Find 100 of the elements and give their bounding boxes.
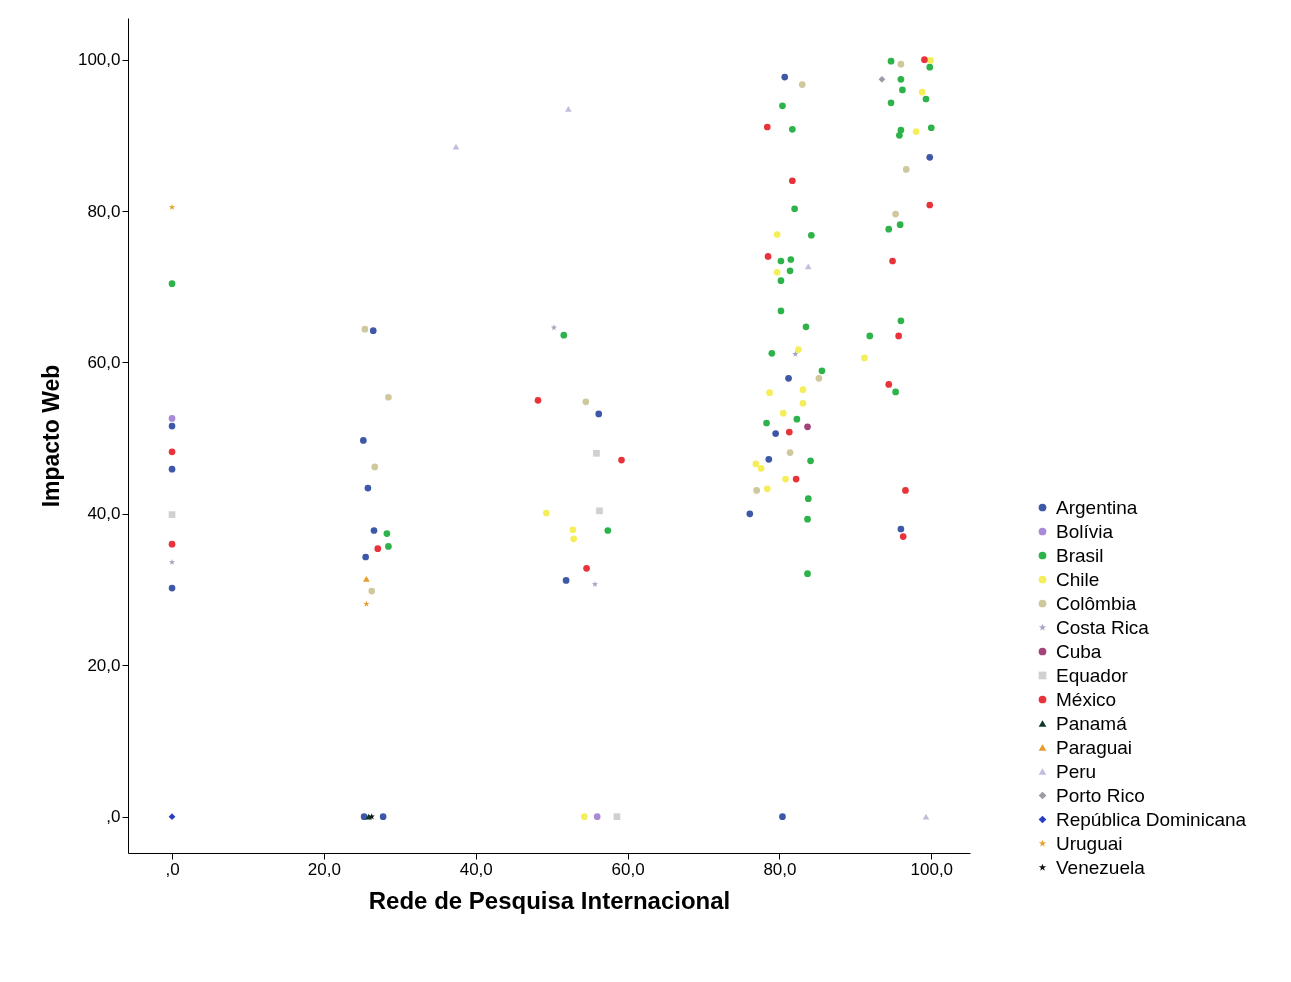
point bbox=[383, 530, 391, 537]
point bbox=[583, 565, 590, 572]
point bbox=[902, 166, 910, 173]
point bbox=[379, 813, 387, 821]
point bbox=[604, 527, 612, 534]
point bbox=[168, 280, 176, 288]
point bbox=[781, 73, 789, 81]
point bbox=[370, 527, 378, 534]
point bbox=[565, 105, 572, 112]
point bbox=[768, 350, 776, 357]
point bbox=[368, 587, 376, 595]
point bbox=[791, 205, 798, 213]
point bbox=[889, 257, 896, 265]
point bbox=[369, 327, 377, 334]
point bbox=[799, 399, 807, 407]
point bbox=[804, 515, 811, 523]
point bbox=[798, 81, 806, 88]
point bbox=[912, 128, 920, 135]
x-tick-label: 80,0 bbox=[763, 859, 797, 879]
point bbox=[360, 437, 367, 444]
point bbox=[782, 475, 789, 483]
y-tick-label: ,0 bbox=[106, 807, 121, 827]
x-tick-label: ,0 bbox=[165, 859, 180, 879]
point bbox=[927, 124, 935, 132]
point bbox=[897, 60, 905, 68]
point bbox=[757, 465, 765, 472]
legend-label: Panamá bbox=[1056, 712, 1128, 734]
point bbox=[779, 813, 786, 821]
legend-label: Porto Rico bbox=[1056, 784, 1145, 806]
point bbox=[362, 553, 369, 561]
legend-label: Paraguai bbox=[1056, 736, 1133, 758]
point bbox=[897, 525, 905, 533]
point bbox=[363, 600, 370, 607]
point bbox=[804, 263, 812, 270]
point bbox=[580, 813, 588, 821]
legend-label: Chile bbox=[1056, 568, 1100, 590]
legend-label: Cuba bbox=[1056, 640, 1102, 662]
point bbox=[799, 386, 807, 394]
point bbox=[364, 484, 372, 492]
y-tick-label: 100,0 bbox=[77, 50, 121, 70]
point bbox=[596, 507, 603, 515]
point bbox=[802, 323, 810, 331]
point bbox=[818, 367, 826, 375]
point bbox=[593, 813, 601, 821]
legend-label: Equador bbox=[1056, 664, 1129, 686]
point bbox=[885, 381, 893, 388]
point bbox=[926, 63, 934, 71]
point bbox=[895, 332, 902, 340]
x-tick-label: 40,0 bbox=[459, 859, 493, 879]
y-axis-title: Impacto Web bbox=[37, 364, 64, 508]
point bbox=[562, 577, 570, 584]
point bbox=[168, 511, 176, 518]
point bbox=[792, 475, 800, 483]
point bbox=[892, 388, 899, 396]
legend-label: Argentina bbox=[1056, 496, 1138, 518]
point bbox=[896, 221, 904, 229]
point bbox=[926, 153, 934, 161]
point bbox=[878, 75, 886, 83]
point bbox=[788, 177, 796, 185]
point bbox=[746, 510, 754, 518]
point bbox=[786, 267, 794, 275]
point bbox=[899, 86, 906, 94]
point bbox=[887, 99, 895, 107]
point bbox=[534, 396, 542, 404]
point bbox=[773, 269, 781, 276]
point bbox=[753, 487, 761, 494]
y-tick-label: 60,0 bbox=[87, 352, 121, 372]
point bbox=[763, 485, 771, 493]
point bbox=[613, 813, 621, 821]
x-axis-title: Rede de Pesquisa Internacional bbox=[368, 886, 731, 914]
point bbox=[595, 410, 603, 418]
point bbox=[926, 201, 934, 209]
point bbox=[542, 509, 550, 517]
point bbox=[921, 56, 928, 63]
legend-label: República Dominicana bbox=[1056, 808, 1247, 830]
legend-label: Venezuela bbox=[1056, 856, 1146, 878]
point bbox=[168, 584, 176, 592]
point bbox=[792, 350, 799, 357]
point bbox=[807, 457, 814, 465]
point bbox=[363, 576, 370, 582]
point bbox=[168, 540, 176, 548]
point bbox=[885, 225, 893, 233]
point bbox=[902, 487, 909, 494]
point bbox=[899, 533, 907, 540]
legend-label: Uruguai bbox=[1056, 832, 1123, 854]
point bbox=[897, 75, 905, 83]
point bbox=[785, 428, 793, 436]
point bbox=[892, 210, 899, 218]
point bbox=[361, 325, 369, 333]
x-tick-label: 20,0 bbox=[307, 859, 341, 879]
point bbox=[887, 57, 895, 65]
y-tick-label: 80,0 bbox=[87, 201, 121, 221]
point bbox=[927, 57, 934, 64]
point bbox=[582, 398, 590, 406]
point bbox=[861, 354, 868, 362]
legend-label: Colômbia bbox=[1056, 592, 1137, 614]
point bbox=[385, 393, 392, 401]
point bbox=[777, 277, 785, 285]
point bbox=[804, 423, 811, 431]
point bbox=[168, 558, 176, 566]
